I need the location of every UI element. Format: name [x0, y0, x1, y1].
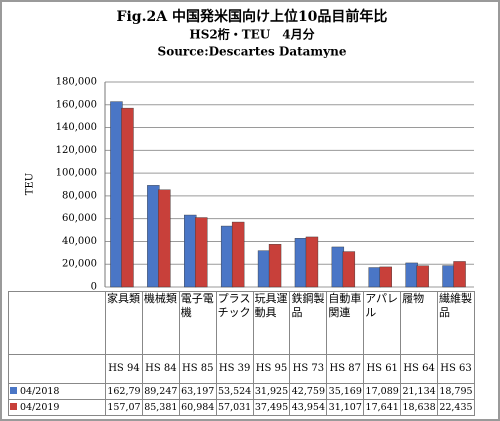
y-tick-label: 180,000 [56, 77, 97, 88]
bar [305, 236, 319, 288]
bar [294, 238, 308, 288]
y-tick-label: 20,000 [62, 259, 97, 270]
bar [331, 246, 345, 288]
bar [268, 244, 282, 288]
hs-code: HS 94 [105, 354, 143, 384]
x-tick-label: 家具類 [105, 291, 143, 355]
bar [442, 265, 455, 288]
x-tick-label: 電子電機 [178, 291, 217, 355]
bar [405, 262, 418, 288]
bar [110, 101, 123, 288]
hs-code: HS 39 [215, 354, 254, 384]
series-row: 04/2019 157,07 85,381 60,984 57,031 37,495 43,… [8, 399, 475, 416]
blank-cell [8, 291, 106, 355]
x-tick-label: 履物 [400, 291, 439, 355]
hs-code: HS 85 [178, 354, 217, 384]
data-label: 31,925 [252, 383, 291, 400]
legend-swatch [10, 402, 17, 410]
blank-cell [8, 354, 106, 384]
legend-entry: 04/2019 [8, 399, 106, 416]
data-label: 63,197 [178, 383, 217, 400]
bar [453, 261, 466, 288]
bar [184, 214, 197, 288]
bar [121, 107, 134, 288]
category-row: 家具類 機械類 電子電機 プラスチック 玩具運動具 鉄鋼製品 自動車関連 アパレル 履物 繊維製品 [8, 291, 475, 355]
data-label: 57,031 [215, 399, 254, 416]
bar [379, 266, 392, 288]
y-tick-label: 80,000 [62, 190, 97, 201]
x-tick-label: 繊維製品 [437, 291, 475, 355]
data-table: 家具類 機械類 電子電機 プラスチック 玩具運動具 鉄鋼製品 自動車関連 アパレル 履物 繊維製品… [8, 291, 475, 416]
bar [195, 217, 208, 288]
data-label: 53,524 [215, 383, 254, 400]
x-tick-label: 鉄鋼製品 [289, 291, 328, 355]
bar [147, 185, 160, 288]
chart-subtitle: HS2桁・TEU 4月分 [189, 27, 314, 42]
x-tick-label: 機械類 [141, 291, 180, 355]
data-label: 89,247 [141, 383, 180, 400]
x-tick-label: 玩具運動具 [252, 291, 291, 355]
y-tick-label: 0 [91, 282, 97, 293]
x-tick-label: プラスチック [215, 291, 254, 355]
x-tick-label: アパレル [363, 291, 402, 355]
hs-code: HS 87 [326, 354, 365, 384]
bar [368, 267, 381, 288]
hs-code: HS 95 [252, 354, 291, 384]
y-tick-label: 100,000 [56, 168, 97, 179]
chart-source: Source:Descartes Datamyne [158, 45, 347, 59]
y-tick-label: 160,000 [56, 99, 97, 110]
legend-label: 04/2019 [20, 401, 60, 413]
y-tick-label: 40,000 [62, 236, 97, 247]
bar [231, 221, 245, 288]
legend-swatch [10, 386, 17, 394]
bar [220, 225, 234, 288]
data-label: 21,134 [400, 383, 439, 400]
data-label: 85,381 [141, 399, 180, 416]
data-label: 18,795 [437, 383, 475, 400]
y-tick-label: 120,000 [56, 145, 97, 156]
hs-code: HS 84 [141, 354, 180, 384]
y-tick-label: 60,000 [62, 213, 97, 224]
data-label: 31,107 [326, 399, 365, 416]
hs-row: HS 94 HS 84 HS 85 HS 39 HS 95 HS 73 HS 87 HS 61… [8, 354, 475, 384]
chart: Fig.2A 中国発米国向け上位10品目前年比 HS2桁・TEU 4月分 Sou… [25, 8, 474, 293]
hs-code: HS 63 [437, 354, 475, 384]
bar [158, 189, 171, 288]
bar [342, 251, 356, 288]
x-tick-label: 自動車関連 [326, 291, 365, 355]
data-label: 37,495 [252, 399, 291, 416]
data-label: 162,79 [105, 383, 143, 400]
data-label: 22,435 [437, 399, 475, 416]
legend-label: 04/2018 [20, 385, 60, 397]
hs-code: HS 73 [289, 354, 328, 384]
y-axis-label: TEU [25, 173, 36, 195]
series-row: 04/2018 162,79 89,247 63,197 53,524 31,925 42,… [8, 383, 475, 400]
data-label: 157,07 [105, 399, 143, 416]
y-tick-label: 140,000 [56, 122, 97, 133]
data-label: 43,954 [289, 399, 328, 416]
hs-code: HS 61 [363, 354, 402, 384]
bar [257, 250, 271, 288]
data-label: 60,984 [178, 399, 217, 416]
data-label: 42,759 [289, 383, 328, 400]
bar [416, 265, 429, 288]
chart-title: Fig.2A 中国発米国向け上位10品目前年比 [117, 8, 388, 25]
data-label: 17,089 [363, 383, 402, 400]
hs-code: HS 64 [400, 354, 439, 384]
data-label: 17,641 [363, 399, 402, 416]
legend-entry: 04/2018 [8, 383, 106, 400]
data-label: 18,638 [400, 399, 439, 416]
data-label: 35,169 [326, 383, 365, 400]
